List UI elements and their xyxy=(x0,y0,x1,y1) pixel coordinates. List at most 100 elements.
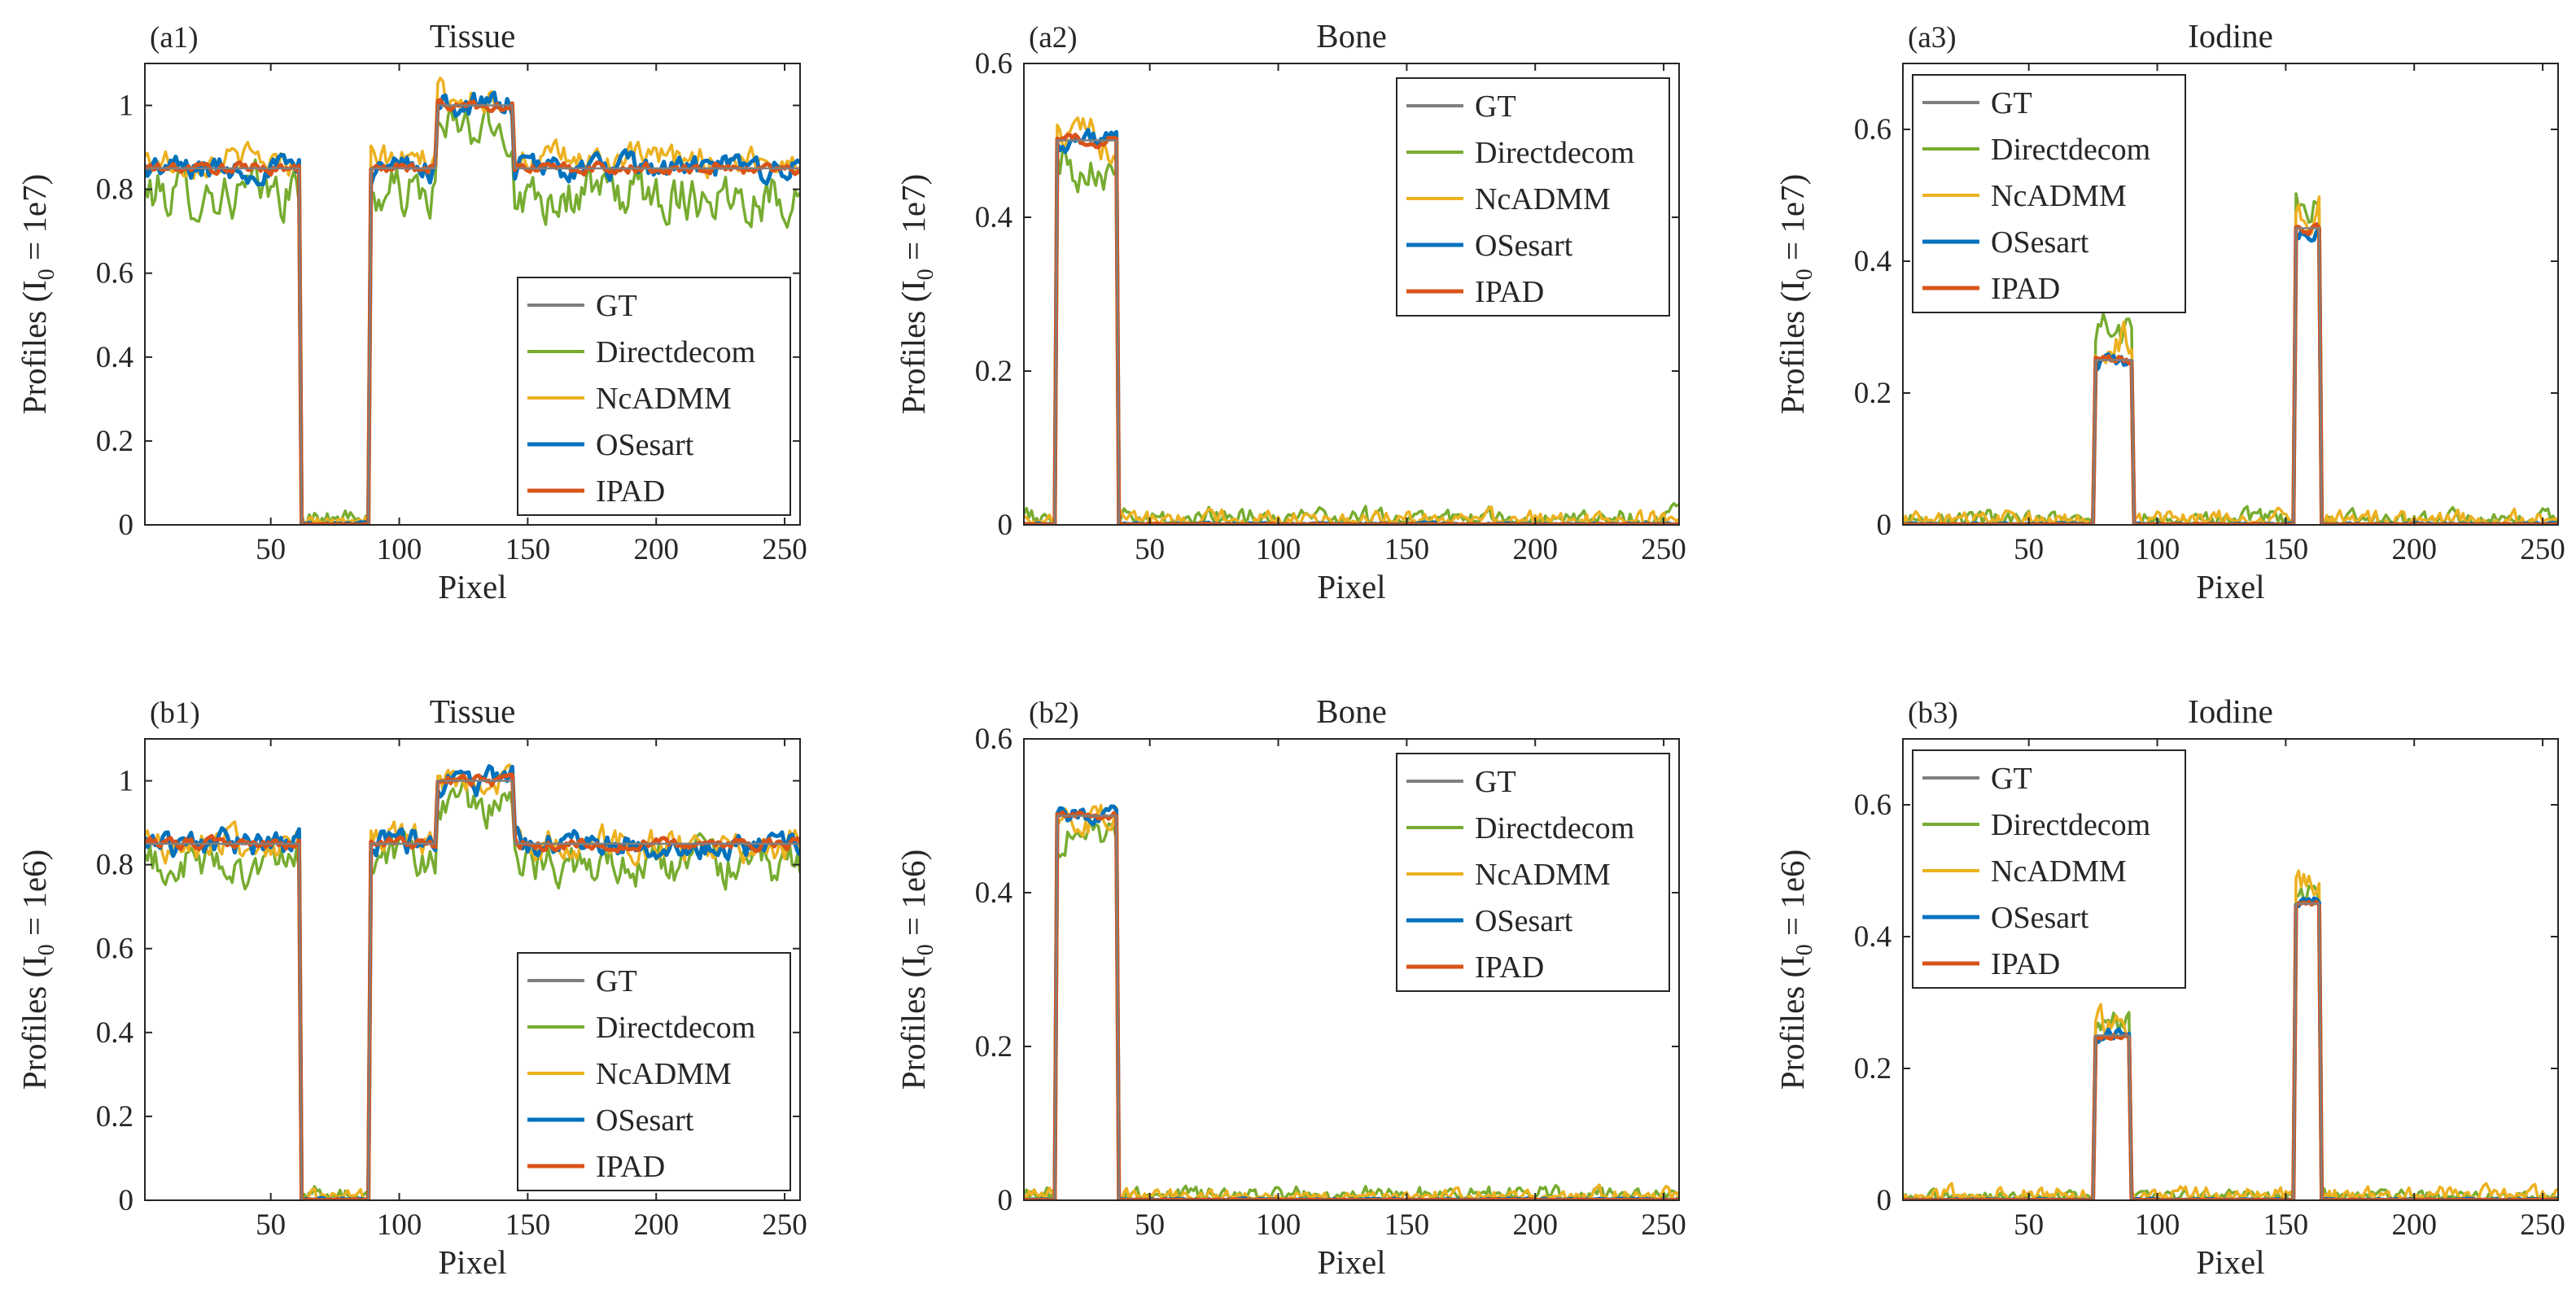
x-tick-label: 100 xyxy=(377,533,422,566)
legend-label-osesart: OSesart xyxy=(1991,901,2089,935)
panel-b3: 50 100 150 200 250 0 0.2 0.4 0.6 Pixel Profiles (I… xyxy=(1773,692,2565,1281)
x-tick-label: 100 xyxy=(2135,533,2180,566)
panel-b2: 50 100 150 200 250 0 0.2 0.4 0.6 Pixel Profiles (I… xyxy=(894,692,1686,1281)
x-tick-label: 200 xyxy=(1512,1208,1558,1242)
series-line-gt xyxy=(145,780,800,1200)
legend-label-ncadmm: NcADMM xyxy=(1991,854,2127,889)
y-tick-label: 0.2 xyxy=(1854,1052,1892,1086)
y-tick-label: 0 xyxy=(998,1184,1013,1217)
x-tick-label: 150 xyxy=(505,1208,551,1242)
panel-title: Bone xyxy=(1316,692,1387,730)
y-axis-label-tail: = 1e6) xyxy=(15,850,53,944)
legend: GT Directdecom NcADMM OSesart IPAD xyxy=(517,952,791,1191)
y-tick-label: 0 xyxy=(998,509,1013,542)
y-tick-label: 0.4 xyxy=(1854,920,1892,954)
y-tick-label: 0 xyxy=(119,1184,134,1217)
y-axis-label-tail: = 1e7) xyxy=(1773,174,1811,269)
y-axis-label-main: Profiles (I xyxy=(15,280,53,414)
legend-label-ncadmm: NcADMM xyxy=(1475,858,1611,892)
x-tick-label: 150 xyxy=(505,533,551,566)
x-tick-label: 250 xyxy=(762,1208,807,1242)
y-axis-label-sub: 0 xyxy=(1792,944,1817,955)
legend-label-ipad: IPAD xyxy=(1991,947,2060,981)
y-axis-label-tail: = 1e7) xyxy=(894,174,932,269)
legend-label-gt: GT xyxy=(1475,765,1516,799)
panel-title: Tissue xyxy=(430,17,516,55)
y-axis-label: Profiles (I0 = 1e7) xyxy=(894,174,938,415)
x-tick-label: 50 xyxy=(256,1208,286,1242)
y-tick-label: 1 xyxy=(119,90,134,123)
legend-label-ncadmm: NcADMM xyxy=(1475,182,1611,216)
y-axis-label-main: Profiles (I xyxy=(15,955,53,1090)
legend-label-osesart: OSesart xyxy=(1991,225,2089,260)
x-tick-label: 100 xyxy=(377,1208,422,1242)
legend-label-osesart: OSesart xyxy=(596,428,694,462)
y-axis-label: Profiles (I0 = 1e6) xyxy=(894,850,938,1090)
y-tick-label: 0.6 xyxy=(96,933,133,966)
legend-label-ncadmm: NcADMM xyxy=(596,1057,732,1091)
x-tick-label: 50 xyxy=(1135,533,1165,566)
legend-label-gt: GT xyxy=(1475,90,1516,124)
legend-label-gt: GT xyxy=(596,289,637,323)
y-axis-label-main: Profiles (I xyxy=(894,955,932,1090)
panel-tag: (a3) xyxy=(1908,21,1957,55)
legend-label-directdecom: Directdecom xyxy=(1475,811,1634,845)
x-tick-label: 200 xyxy=(1512,533,1558,566)
legend-label-ipad: IPAD xyxy=(1991,272,2060,306)
panel-title: Iodine xyxy=(2188,692,2273,730)
legend: GT Directdecom NcADMM OSesart IPAD xyxy=(517,277,791,516)
y-tick-label: 0.4 xyxy=(96,341,133,374)
y-axis-label-main: Profiles (I xyxy=(1773,280,1811,414)
panel-tag: (a1) xyxy=(150,21,199,55)
y-axis-label-tail: = 1e6) xyxy=(1773,850,1811,944)
legend: GT Directdecom NcADMM OSesart IPAD xyxy=(1396,77,1670,317)
legend-box xyxy=(1396,77,1670,317)
x-tick-label: 200 xyxy=(2391,533,2437,566)
series-line-osesart xyxy=(145,90,800,525)
y-axis-label-main: Profiles (I xyxy=(1773,955,1811,1090)
series-group xyxy=(145,763,800,1200)
series-line-directdecom xyxy=(1903,885,2558,1200)
panel-a3: 50 100 150 200 250 0 0.2 0.4 0.6 Pixel Profiles (I… xyxy=(1773,17,2565,605)
x-tick-label: 50 xyxy=(1135,1208,1165,1242)
legend-label-ipad: IPAD xyxy=(596,474,665,509)
legend-label-gt: GT xyxy=(596,964,637,998)
y-tick-label: 0.2 xyxy=(1854,377,1892,410)
legend-label-osesart: OSesart xyxy=(1475,229,1573,263)
series-line-ipad xyxy=(145,772,800,1200)
x-tick-label: 250 xyxy=(1641,533,1686,566)
y-tick-label: 0.2 xyxy=(96,425,133,458)
legend-label-osesart: OSesart xyxy=(1475,904,1573,938)
y-tick-label: 0.6 xyxy=(975,47,1012,81)
x-tick-label: 50 xyxy=(2014,1208,2044,1242)
series-line-directdecom xyxy=(1903,192,2558,525)
axes-frame xyxy=(1023,63,1680,526)
panel-title: Tissue xyxy=(430,692,516,730)
y-tick-label: 1 xyxy=(119,765,134,798)
legend-label-ipad: IPAD xyxy=(1475,950,1544,985)
x-tick-label: 150 xyxy=(1384,533,1430,566)
axes-frame xyxy=(1902,738,2559,1201)
panel-a2: 50 100 150 200 250 0 0.2 0.4 0.6 Pixel Profiles (I… xyxy=(894,17,1686,605)
y-axis-label-sub: 0 xyxy=(913,944,938,955)
y-tick-label: 0 xyxy=(1877,1184,1892,1217)
y-tick-label: 0.4 xyxy=(1854,245,1892,278)
legend-label-directdecom: Directdecom xyxy=(1991,808,2150,842)
legend-label-directdecom: Directdecom xyxy=(1991,133,2150,167)
y-axis-label: Profiles (I0 = 1e7) xyxy=(15,174,59,415)
series-line-gt xyxy=(145,104,800,525)
x-tick-label: 250 xyxy=(2520,1208,2565,1242)
panel-tag: (b2) xyxy=(1029,697,1079,730)
y-tick-label: 0.8 xyxy=(96,849,133,882)
axes-frame xyxy=(144,738,801,1201)
panel-tag: (b3) xyxy=(1908,697,1958,730)
x-tick-label: 100 xyxy=(1256,1208,1301,1242)
y-tick-label: 0 xyxy=(119,509,134,542)
x-tick-label: 200 xyxy=(633,533,679,566)
legend: GT Directdecom NcADMM OSesart IPAD xyxy=(1912,749,2186,989)
legend-label-ncadmm: NcADMM xyxy=(596,382,732,416)
y-tick-label: 0.4 xyxy=(975,201,1012,234)
series-line-ncadmm xyxy=(1024,803,1679,1200)
y-axis-label: Profiles (I0 = 1e7) xyxy=(1773,174,1817,415)
x-tick-label: 150 xyxy=(2263,1208,2309,1242)
